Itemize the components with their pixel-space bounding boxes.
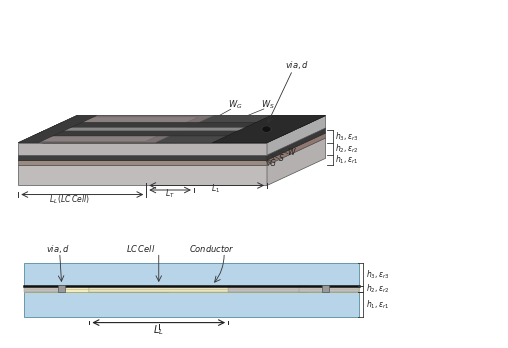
Text: $h_1,\varepsilon_{r1}$: $h_1,\varepsilon_{r1}$ (366, 298, 390, 311)
Text: $W_S$: $W_S$ (261, 98, 275, 111)
Bar (24, 292, 359, 317)
Text: $W_G$: $W_G$ (228, 98, 242, 111)
Bar (89, 286, 228, 292)
Text: $L_1$: $L_1$ (211, 183, 220, 195)
Polygon shape (18, 116, 326, 143)
Bar (24, 286, 61, 292)
Text: $W$: $W$ (287, 146, 297, 157)
Bar (299, 286, 359, 292)
Polygon shape (18, 116, 326, 143)
Text: $LC\,Cell$: $LC\,Cell$ (126, 243, 155, 254)
Polygon shape (21, 117, 198, 141)
Polygon shape (18, 143, 267, 155)
Polygon shape (18, 165, 267, 185)
Text: $L_T$: $L_T$ (165, 188, 175, 200)
Polygon shape (18, 116, 213, 143)
Bar (322, 285, 329, 292)
Polygon shape (33, 130, 293, 136)
Polygon shape (267, 138, 326, 185)
Text: $L_L\,(LC\,Cell)$: $L_L\,(LC\,Cell)$ (49, 193, 90, 206)
Circle shape (263, 127, 270, 131)
Text: $L_L$: $L_L$ (153, 323, 164, 337)
Polygon shape (50, 122, 311, 128)
Polygon shape (18, 133, 326, 160)
Bar (24, 263, 359, 286)
Text: $via,d$: $via,d$ (46, 243, 70, 255)
Polygon shape (44, 127, 300, 131)
Bar (228, 286, 307, 292)
Polygon shape (267, 128, 326, 160)
Text: $h_2,\varepsilon_{r2}$: $h_2,\varepsilon_{r2}$ (335, 143, 358, 155)
Polygon shape (18, 116, 97, 143)
Bar (89, 286, 169, 292)
Text: $Conductor$: $Conductor$ (189, 243, 235, 254)
Text: $S$: $S$ (278, 152, 284, 163)
Text: $h_3,\varepsilon_{r3}$: $h_3,\varepsilon_{r3}$ (366, 268, 390, 280)
Text: $h_2,\varepsilon_{r2}$: $h_2,\varepsilon_{r2}$ (366, 283, 390, 295)
Text: $h_3,\varepsilon_{r3}$: $h_3,\varepsilon_{r3}$ (335, 130, 358, 143)
Polygon shape (212, 116, 326, 143)
Bar (24, 286, 359, 292)
Text: $via,d$: $via,d$ (285, 59, 309, 71)
Polygon shape (18, 160, 267, 165)
Text: $G$: $G$ (269, 157, 276, 168)
Polygon shape (267, 116, 326, 155)
Polygon shape (18, 128, 326, 155)
Polygon shape (18, 155, 267, 160)
Polygon shape (18, 138, 326, 165)
Bar (58, 285, 65, 292)
Text: $h_1,\varepsilon_{r1}$: $h_1,\varepsilon_{r1}$ (335, 154, 358, 166)
Polygon shape (267, 133, 326, 165)
